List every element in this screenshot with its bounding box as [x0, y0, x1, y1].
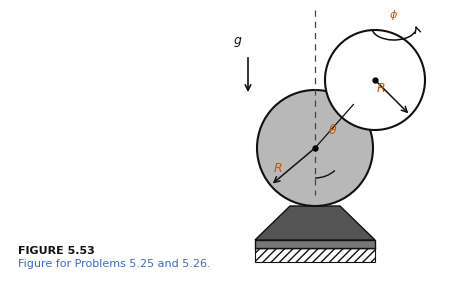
Text: $R$: $R$	[376, 81, 386, 94]
Text: $R$: $R$	[273, 162, 283, 175]
Text: $\phi$: $\phi$	[389, 8, 398, 22]
Circle shape	[325, 30, 425, 130]
Bar	[255, 240, 375, 248]
Text: FIGURE 5.53: FIGURE 5.53	[18, 246, 95, 256]
Text: $g$: $g$	[233, 35, 243, 49]
Text: Figure for Problems 5.25 and 5.26.: Figure for Problems 5.25 and 5.26.	[18, 259, 211, 269]
Bar	[255, 248, 375, 262]
Polygon shape	[255, 206, 375, 240]
Circle shape	[257, 90, 373, 206]
Text: $\theta$: $\theta$	[329, 123, 338, 137]
